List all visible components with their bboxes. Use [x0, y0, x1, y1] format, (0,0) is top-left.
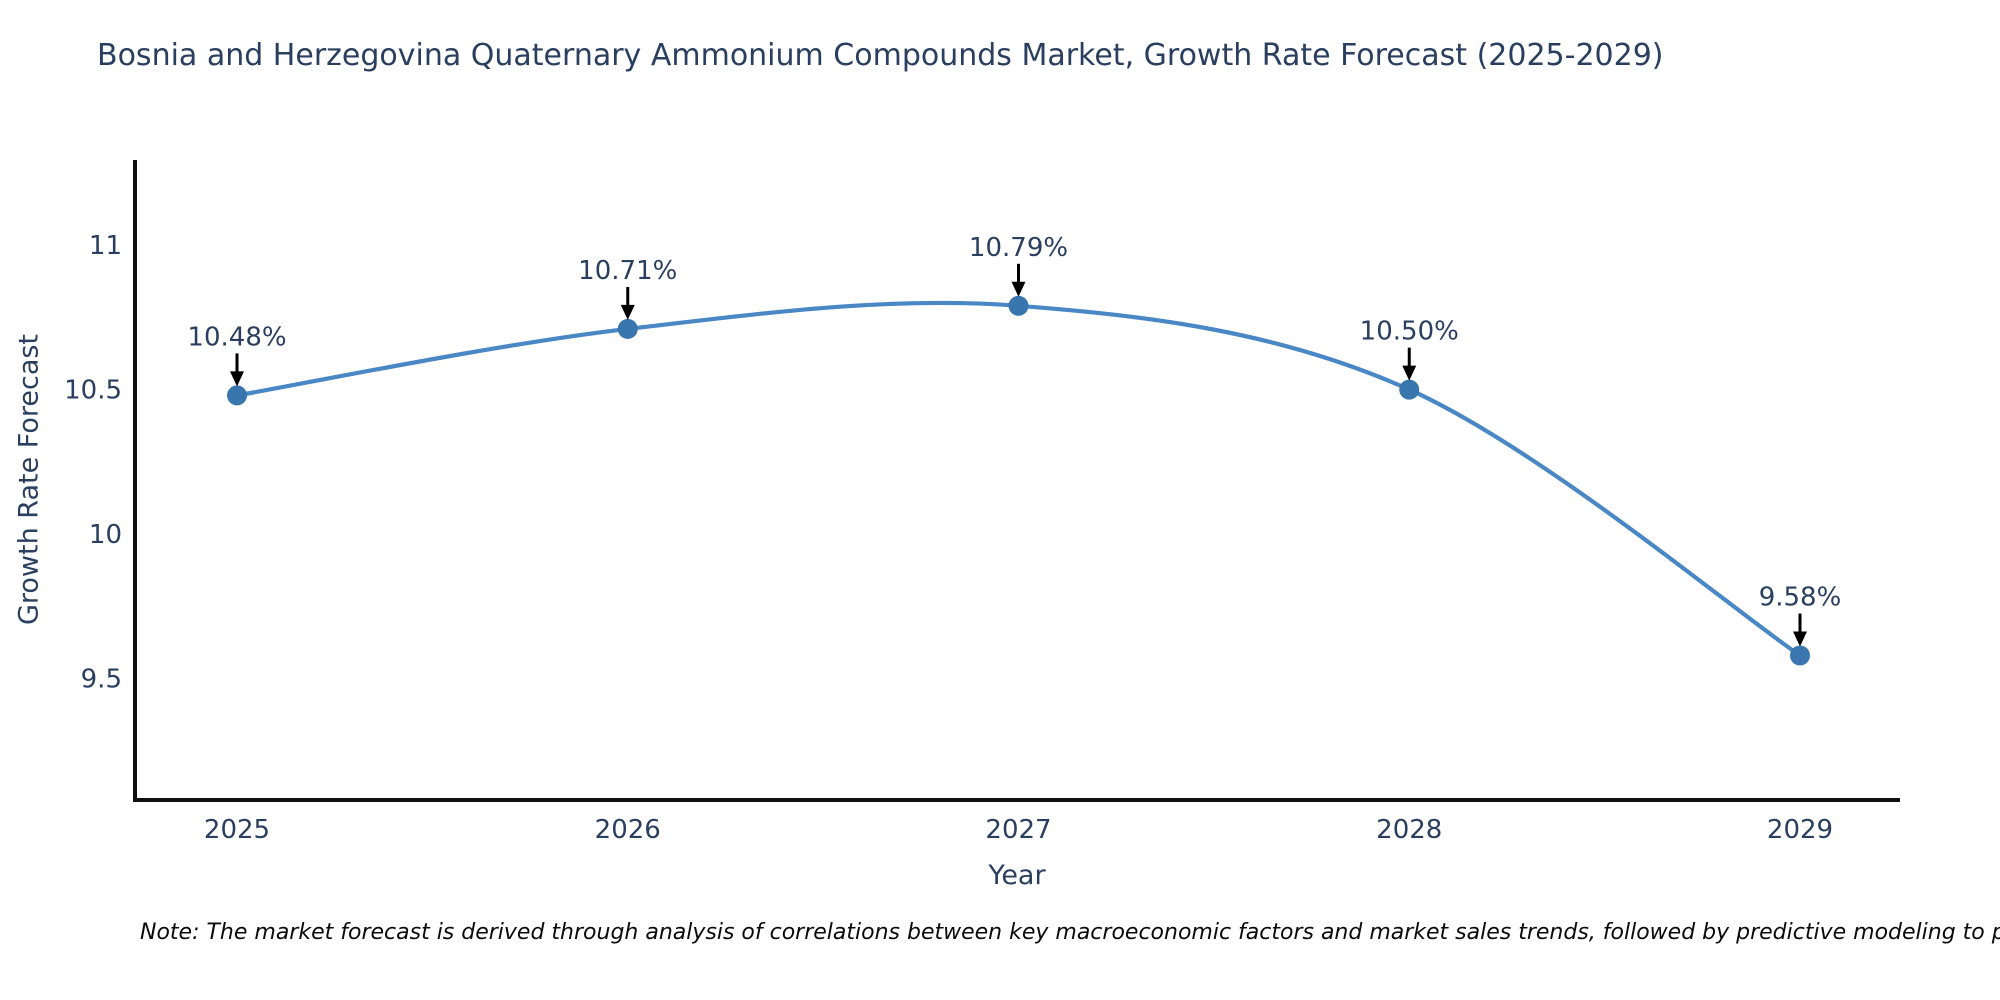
- x-tick-label: 2027: [985, 815, 1051, 845]
- annotation-arrowhead: [1793, 631, 1807, 647]
- y-tick-label: 10: [89, 520, 122, 550]
- annotation-arrowhead: [230, 371, 244, 387]
- chart-title: Bosnia and Herzegovina Quaternary Ammoni…: [97, 38, 1664, 73]
- data-point-marker: [1399, 379, 1420, 400]
- x-tick-label: 2026: [595, 815, 661, 845]
- x-tick-label: 2029: [1767, 815, 1833, 845]
- y-axis-title: Growth Rate Forecast: [13, 333, 45, 626]
- data-point-marker: [1008, 295, 1029, 316]
- data-point-marker: [227, 385, 247, 406]
- data-point-marker: [1790, 645, 1810, 666]
- x-tick-label: 2028: [1376, 815, 1442, 845]
- data-point-label: 10.50%: [1360, 317, 1459, 347]
- annotation-arrowhead: [1402, 365, 1417, 381]
- data-point-marker: [617, 318, 638, 339]
- y-tick-label: 9.5: [81, 665, 122, 695]
- forecast-line: [236, 300, 1802, 658]
- y-tick-label: 10.5: [64, 376, 122, 406]
- annotation-arrowhead: [620, 304, 635, 320]
- data-point-label: 9.58%: [1759, 583, 1842, 613]
- footnote: Note: The market forecast is derived thr…: [140, 920, 2000, 945]
- data-point-label: 10.71%: [578, 256, 677, 286]
- x-tick-label: 2025: [204, 815, 270, 845]
- x-axis-title: Year: [988, 860, 1046, 891]
- data-point-label: 10.79%: [969, 233, 1068, 263]
- data-point-label: 10.48%: [187, 322, 286, 352]
- y-tick-label: 11: [89, 231, 122, 261]
- annotation-arrowhead: [1011, 281, 1026, 297]
